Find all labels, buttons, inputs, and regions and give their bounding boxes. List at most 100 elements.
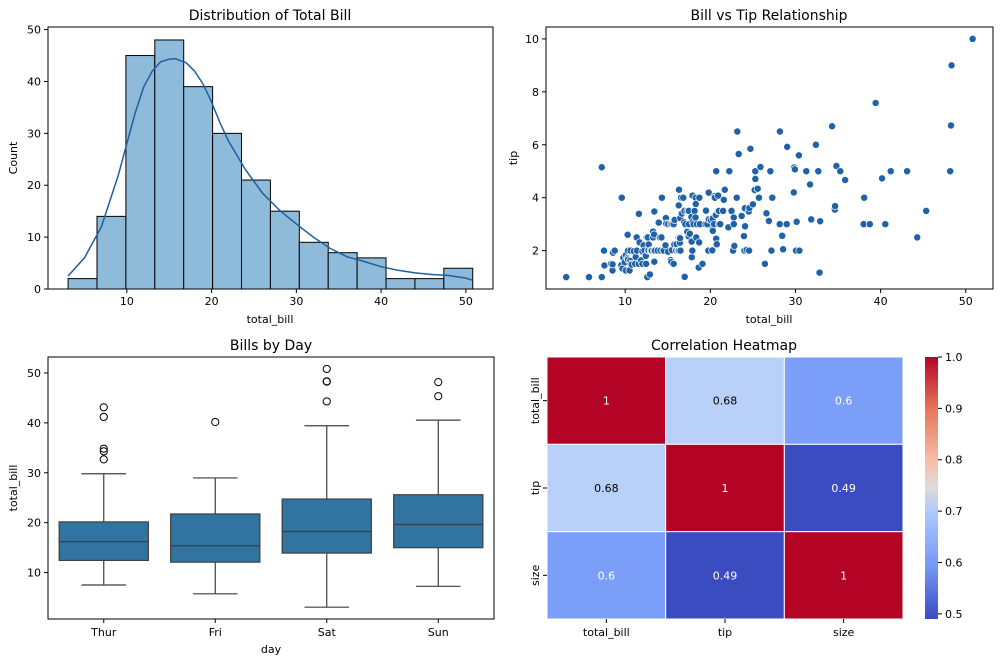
y-tick-label: 0 — [34, 283, 41, 296]
scatter-point — [676, 234, 685, 243]
boxplot-y-label: total_bill — [7, 465, 20, 512]
scatter-point — [947, 61, 956, 70]
y-tick-label: 30 — [27, 127, 41, 140]
box-outlier — [99, 447, 108, 456]
scatter-point — [753, 184, 762, 193]
scatter-point — [650, 257, 659, 266]
scatter-point — [832, 161, 841, 170]
y-tick-label: 20 — [27, 517, 41, 530]
scatter-point — [685, 229, 694, 238]
heatmap-colorbar — [925, 357, 938, 619]
scatter-point — [795, 246, 804, 255]
heatmap-panel: Correlation Heatmap 1 0.68 0.6 0.68 1 0.49 0.6… — [529, 338, 963, 639]
heatmap-cell — [783, 443, 904, 533]
box-thur — [58, 403, 149, 586]
box-sun — [393, 378, 484, 587]
scatter-point — [794, 151, 803, 160]
heatmap-cell-annotation: 1 — [840, 569, 847, 582]
scatter-panel: Bill vs Tip Relationship 10 20 30 40 50 2 4 6 8… — [507, 8, 994, 326]
scatter-axes-frame — [545, 26, 994, 290]
x-tick-label: 20 — [205, 295, 219, 308]
scatter-point — [698, 259, 707, 268]
colorbar-tick-label: 0.8 — [945, 454, 963, 467]
scatter-point — [733, 127, 742, 136]
scatter-y-ticks: 2 4 6 8 10 — [525, 33, 546, 258]
heatmap-cell-annotation: 0.6 — [598, 569, 616, 582]
colorbar-tick-label: 0.5 — [945, 608, 963, 621]
scatter-point — [751, 167, 760, 176]
scatter-point — [691, 200, 700, 208]
box-iqr — [170, 513, 261, 563]
histogram-bars — [67, 39, 474, 290]
scatter-point — [727, 206, 736, 215]
histogram-bar — [414, 278, 445, 290]
scatter-point — [597, 273, 606, 282]
x-tick-label: Fri — [209, 626, 222, 639]
scatter-point — [946, 167, 955, 176]
scatter-point — [645, 270, 654, 279]
box-outlier — [322, 397, 331, 406]
boxplot-y-ticks: 10 20 30 40 50 — [27, 367, 48, 580]
scatter-point — [790, 165, 799, 174]
x-tick-label: Sun — [428, 626, 449, 639]
heatmap-x-ticks: total_bill tip size — [583, 619, 855, 639]
y-tick-label: 6 — [532, 139, 539, 152]
boxplot-title: Bills by Day — [230, 338, 312, 354]
scatter-point — [704, 188, 713, 197]
scatter-point — [947, 121, 955, 130]
scatter-point — [674, 201, 683, 210]
colorbar-ticks: 0.5 0.6 0.7 0.8 0.9 1.0 — [938, 351, 963, 621]
box-outlier — [99, 403, 108, 412]
heatmap-cell — [546, 443, 667, 533]
scatter-point — [922, 206, 931, 215]
histogram-bar — [298, 241, 329, 290]
x-tick-label: Thur — [90, 626, 117, 639]
scatter-point — [719, 206, 728, 215]
scatter-point — [778, 231, 787, 240]
x-tick-label: total_bill — [583, 626, 630, 639]
heatmap-cell — [665, 531, 785, 620]
scatter-point — [708, 246, 717, 255]
x-tick-label: 50 — [959, 295, 973, 308]
scatter-point — [617, 193, 626, 202]
scatter-point — [729, 213, 738, 222]
scatter-point — [650, 207, 659, 216]
scatter-point — [691, 213, 700, 222]
scatter-point — [913, 233, 922, 242]
histogram-kde-line — [67, 57, 473, 281]
scatter-point — [687, 253, 696, 262]
scatter-point — [634, 209, 643, 218]
y-tick-label: tip — [529, 481, 542, 495]
colorbar-tick-label: 1.0 — [945, 351, 963, 364]
box-outlier — [322, 364, 331, 374]
scatter-point — [762, 209, 771, 218]
histogram-bar — [385, 278, 416, 290]
scatter-point — [702, 206, 710, 215]
histogram-axes-frame — [47, 26, 494, 290]
heatmap-title: Correlation Heatmap — [651, 338, 797, 354]
x-tick-label: 10 — [618, 295, 632, 308]
boxplot-boxes — [58, 364, 484, 608]
x-tick-label: 40 — [874, 295, 888, 308]
y-tick-label: 50 — [27, 24, 41, 37]
x-tick-label: size — [833, 626, 855, 639]
scatter-point — [886, 167, 895, 176]
heatmap-cell-annotation: 0.6 — [835, 395, 853, 408]
scatter-point — [690, 206, 699, 215]
y-tick-label: 2 — [532, 245, 539, 258]
scatter-point — [730, 241, 739, 250]
scatter-point — [585, 273, 593, 282]
scatter-point — [782, 220, 791, 229]
y-tick-label: 10 — [27, 231, 41, 244]
scatter-point — [740, 232, 748, 241]
box-fri — [170, 417, 261, 595]
box-outlier — [434, 378, 443, 387]
scatter-point — [811, 140, 820, 149]
histogram-bar — [96, 215, 127, 290]
scatter-point — [748, 200, 757, 209]
y-tick-label: 50 — [27, 367, 41, 380]
x-tick-label: 50 — [459, 295, 473, 308]
scatter-point — [716, 220, 725, 229]
boxplot-x-label: day — [261, 643, 282, 656]
